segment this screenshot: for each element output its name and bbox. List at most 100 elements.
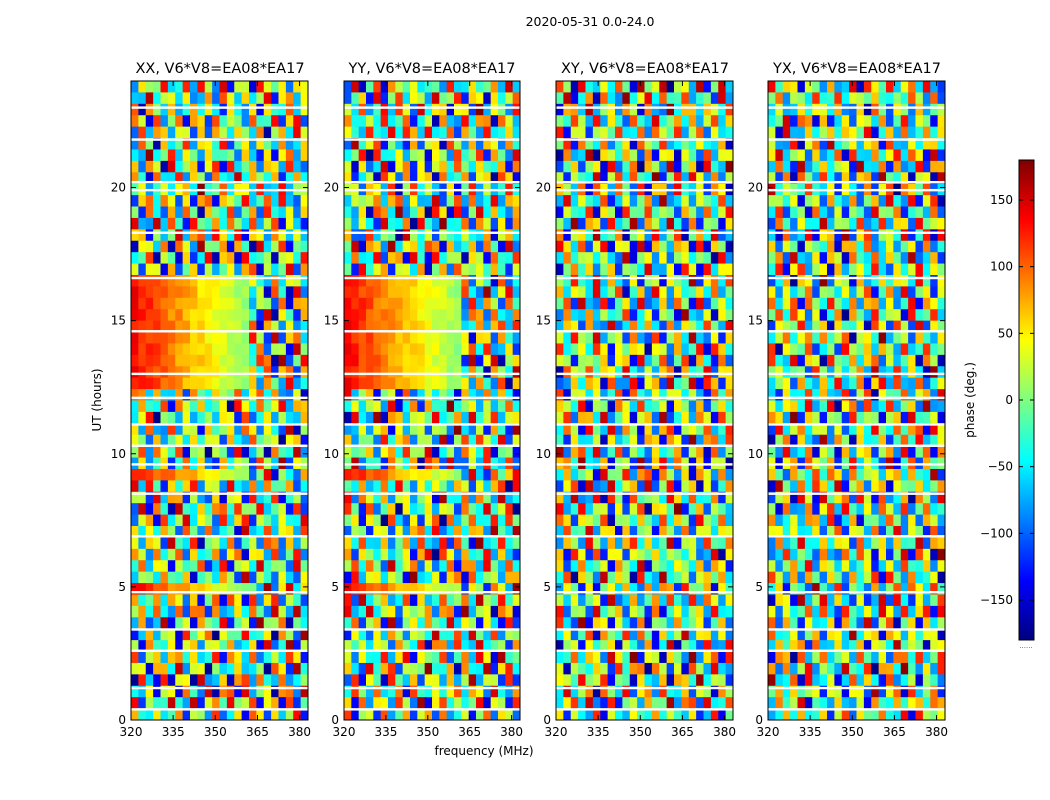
phase-cell [578,195,587,208]
phase-cell [834,195,843,208]
phase-cell [483,172,492,185]
phase-cell [666,286,675,299]
phase-cell [790,195,799,208]
phase-cell [490,560,499,573]
phase-cell [615,297,623,310]
phase-cell [131,400,139,413]
phase-cell [681,583,690,595]
phase-cell [300,103,309,116]
phase-cell [563,685,572,698]
phase-cell [300,400,309,413]
phase-cell [570,560,579,573]
phase-cell [410,309,418,322]
phase-cell [300,274,309,287]
phase-cell [681,149,690,162]
phase-cell [293,423,302,436]
phase-cell [498,697,506,710]
phase-cell [622,662,631,675]
phase-cell [153,548,162,561]
phase-cell [219,240,228,253]
phase-cell [563,411,572,424]
phase-cell [607,480,616,493]
phase-cell [505,503,514,516]
phase-cell [563,138,572,150]
phase-cell [782,411,791,424]
phase-cell [293,240,302,253]
phase-cell [666,423,675,436]
phase-cell [498,377,506,390]
phase-cell [768,138,776,150]
phase-cell [585,674,594,687]
phase-cell [930,160,939,173]
phase-cell [402,514,411,527]
phase-cell [226,263,235,276]
phase-cell [600,662,609,675]
phase-cell [190,411,198,424]
phase-cell [710,149,719,162]
phase-cell [718,309,727,322]
phase-cell [651,252,660,265]
phase-cell [395,560,404,573]
phase-cell [285,480,294,493]
phase-cell [241,503,250,516]
phase-cell [483,389,492,401]
phase-cell [871,411,880,424]
phase-cell [278,160,287,173]
phase-cell [930,195,939,208]
phase-cell [219,206,228,219]
phase-cell [241,605,250,618]
flagged-gap [344,423,520,426]
phase-cell [659,651,668,664]
phase-cell [476,617,484,630]
phase-cell [703,206,712,219]
phase-cell [278,274,287,287]
phase-cell [674,434,682,447]
phase-cell [197,468,206,481]
phase-cell [476,240,484,253]
phase-cell [563,240,572,253]
phase-cell [160,309,169,322]
phase-cell [688,640,697,653]
phase-cell [841,274,850,287]
phase-cell [841,377,850,390]
phase-cell [380,115,389,128]
phase-cell [696,354,705,367]
phase-cell [278,526,287,538]
phase-cell [234,628,243,641]
phase-cell [432,423,440,436]
phase-cell [578,160,587,173]
phase-cell [607,377,616,390]
phase-cell [600,354,609,367]
phase-cell [498,217,506,230]
phase-cell [696,229,705,242]
panel-title: YX, V6*V8=EA08*EA17 [772,61,941,77]
phase-cell [175,468,184,481]
phase-cell [271,480,280,493]
phase-cell [417,514,426,527]
phase-cell [782,366,791,379]
phase-cell [804,286,813,299]
phase-cell [175,491,184,504]
phase-cell [446,537,455,550]
phase-cell [556,503,564,516]
phase-cell [131,138,139,150]
phase-cell [922,160,931,173]
phase-cell [827,423,835,436]
phase-cell [197,400,206,413]
phase-cell [585,92,594,105]
phase-cell [607,651,616,664]
phase-cell [659,92,668,105]
phase-cell [819,343,828,356]
phase-cell [886,92,894,105]
phase-cell [696,217,705,230]
phase-cell [454,343,462,356]
phase-cell [461,343,470,356]
phase-cell [417,274,426,287]
phase-cell [351,537,360,550]
phase-cell [388,434,396,447]
phase-cell [775,115,784,128]
phase-cell [629,503,638,516]
phase-cell [219,377,228,390]
phase-cell [432,126,440,139]
phase-cell [145,286,154,299]
